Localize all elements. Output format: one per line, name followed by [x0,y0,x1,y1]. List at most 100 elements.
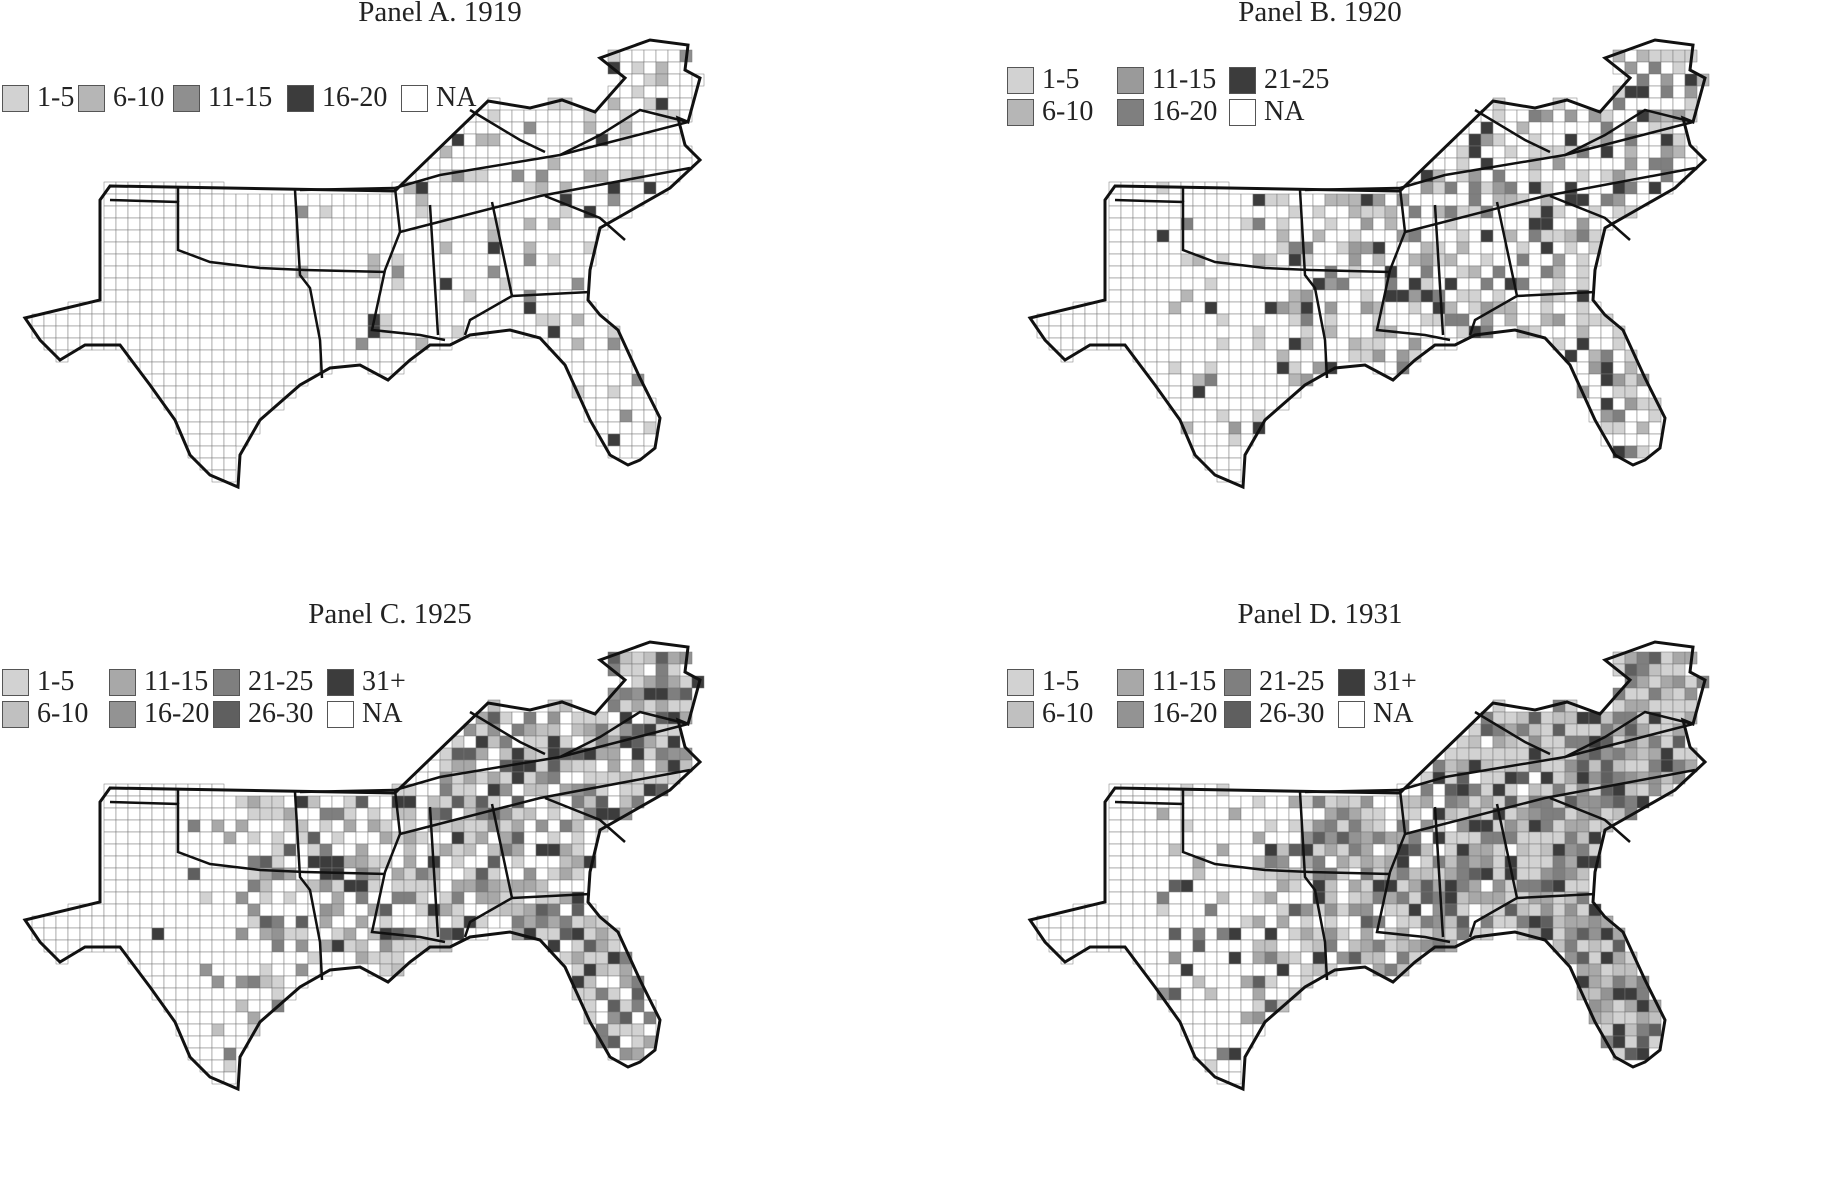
county [1540,109,1554,123]
county [307,855,321,869]
county [415,277,429,291]
county [115,289,129,303]
county [1216,1023,1230,1037]
county [127,277,141,291]
legend-item: 1-5 [2,82,78,113]
county [247,217,261,231]
county [403,879,417,893]
county [151,229,165,243]
county [1564,265,1578,279]
county [1576,771,1590,785]
county [1636,409,1650,423]
county [355,241,369,255]
county [1672,663,1686,677]
county [1156,277,1170,291]
county [1672,145,1686,159]
county [1456,265,1470,279]
county [1552,771,1566,785]
county [1264,891,1278,905]
county [619,433,633,447]
county [679,699,693,713]
county [1408,903,1422,917]
county [403,301,417,315]
county [151,879,165,893]
county [1192,1023,1206,1037]
county [463,301,477,315]
county [571,927,585,941]
county [547,229,561,243]
county [511,181,525,195]
county [247,999,261,1013]
county [367,349,381,363]
county [343,795,357,809]
county [1156,867,1170,881]
county [1348,843,1362,857]
county [1492,145,1506,159]
county [319,265,333,279]
legend-label: 16-20 [1152,698,1218,729]
county [1300,795,1314,809]
county [1348,807,1362,821]
county [175,361,189,375]
county [607,361,621,375]
county [331,253,345,267]
county [355,951,369,965]
county [1216,385,1230,399]
county [235,385,249,399]
county [1144,903,1158,917]
county [1372,951,1386,965]
county [487,867,501,881]
county [1636,49,1650,63]
county [619,1011,633,1025]
county [439,181,453,195]
county [559,157,573,171]
county [1384,217,1398,231]
county [1120,807,1134,821]
county [235,963,249,977]
county [1360,951,1374,965]
county [343,301,357,315]
county [1588,349,1602,363]
county [1528,915,1542,929]
county [1528,879,1542,893]
county [235,867,249,881]
county [1648,747,1662,761]
county [379,337,393,351]
county [331,241,345,255]
county [367,325,381,339]
county [535,253,549,267]
county [1624,157,1638,171]
county [1420,807,1434,821]
county [655,675,669,689]
county [211,373,225,387]
legend-label: NA [1373,698,1414,729]
county [1228,891,1242,905]
county [127,927,141,941]
county [463,241,477,255]
county [223,999,237,1013]
county [1576,819,1590,833]
county [391,879,405,893]
county [571,879,585,893]
county [295,193,309,207]
county [439,277,453,291]
county [475,121,489,135]
county [151,313,165,327]
county [1120,831,1134,845]
county [1480,747,1494,761]
county [535,771,549,785]
county [175,915,189,929]
county [547,891,561,905]
county [175,855,189,869]
county [463,819,477,833]
county [163,265,177,279]
county [355,855,369,869]
county [619,445,633,459]
county [331,349,345,363]
county [1168,879,1182,893]
county [331,855,345,869]
county [175,987,189,1001]
county [1408,795,1422,809]
county [175,879,189,893]
county [1312,349,1326,363]
